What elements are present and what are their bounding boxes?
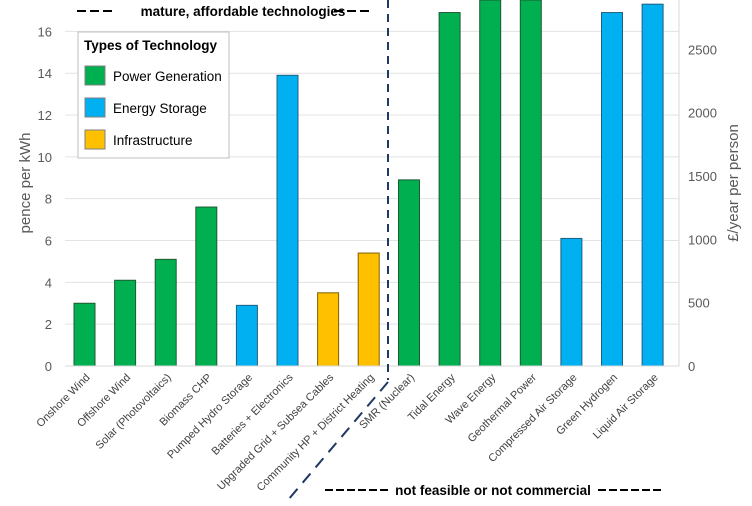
bar-onshore-wind [73, 302, 96, 367]
y2-tick-label: 1000 [688, 232, 717, 247]
legend-label: Infrastructure [113, 133, 193, 148]
y2-axis-label: £/year per person [725, 124, 742, 242]
y2-tick-label: 500 [688, 296, 710, 311]
y-tick-label: 12 [38, 108, 52, 123]
bar-batteries-electronics [276, 74, 299, 367]
category-label: Solar (Photovoltaics) [94, 372, 174, 452]
legend-swatch [84, 129, 106, 150]
bar-pumped-hydro-storage [235, 304, 258, 367]
y2-tick-label: 0 [688, 359, 695, 374]
bar-geothermal-power [519, 0, 542, 367]
bar-tidal-energy [438, 12, 461, 367]
y-tick-label: 10 [38, 150, 52, 165]
divider-dashed-diagonal [287, 381, 389, 501]
y-tick-label: 14 [38, 66, 52, 81]
y2-tick-label: 2500 [688, 42, 717, 57]
y-tick-label: 0 [45, 359, 52, 374]
bar-biomass-chp [195, 206, 218, 367]
bar-compressed-air-storage [560, 237, 583, 367]
bar-green-hydrogen [601, 12, 623, 367]
y-tick-label: 16 [38, 24, 52, 39]
legend-swatch [84, 97, 106, 118]
bar-wave-energy [479, 0, 502, 367]
legend-label: Energy Storage [113, 101, 207, 116]
category-label: Batteries + Electronics [210, 371, 296, 457]
legend-title: Types of Technology [84, 38, 218, 53]
category-label: Geothermal Power [466, 371, 540, 445]
right-axis-ticks: 0 500 1000 1500 2000 2500 [688, 42, 717, 374]
y-tick-label: 6 [45, 234, 52, 249]
bar-community-hp-district-heating [357, 252, 380, 367]
annotation-not-feasible: not feasible or not commercial [395, 483, 591, 498]
bar-liquid-air-storage [641, 3, 664, 367]
legend: Types of Technology Power Generation Ener… [77, 31, 230, 159]
y2-tick-label: 2000 [688, 106, 717, 121]
y-tick-label: 8 [45, 192, 52, 207]
bar-upgraded-grid-subsea-cables [317, 292, 340, 367]
legend-swatch [84, 65, 106, 86]
y-tick-label: 4 [45, 275, 52, 290]
bars [73, 0, 664, 367]
annotation-mature: mature, affordable technologies [141, 4, 346, 19]
legend-label: Power Generation [113, 69, 222, 84]
bar-solar-photovoltaics- [154, 258, 177, 367]
y-tick-label: 2 [45, 317, 52, 332]
bar-smr-nuclear- [398, 179, 420, 367]
left-axis-ticks: 0 2 4 6 8 10 12 14 16 [38, 24, 52, 374]
y2-tick-label: 1500 [688, 169, 717, 184]
y-axis-label: pence per kWh [17, 133, 34, 234]
bar-offshore-wind [114, 279, 137, 367]
